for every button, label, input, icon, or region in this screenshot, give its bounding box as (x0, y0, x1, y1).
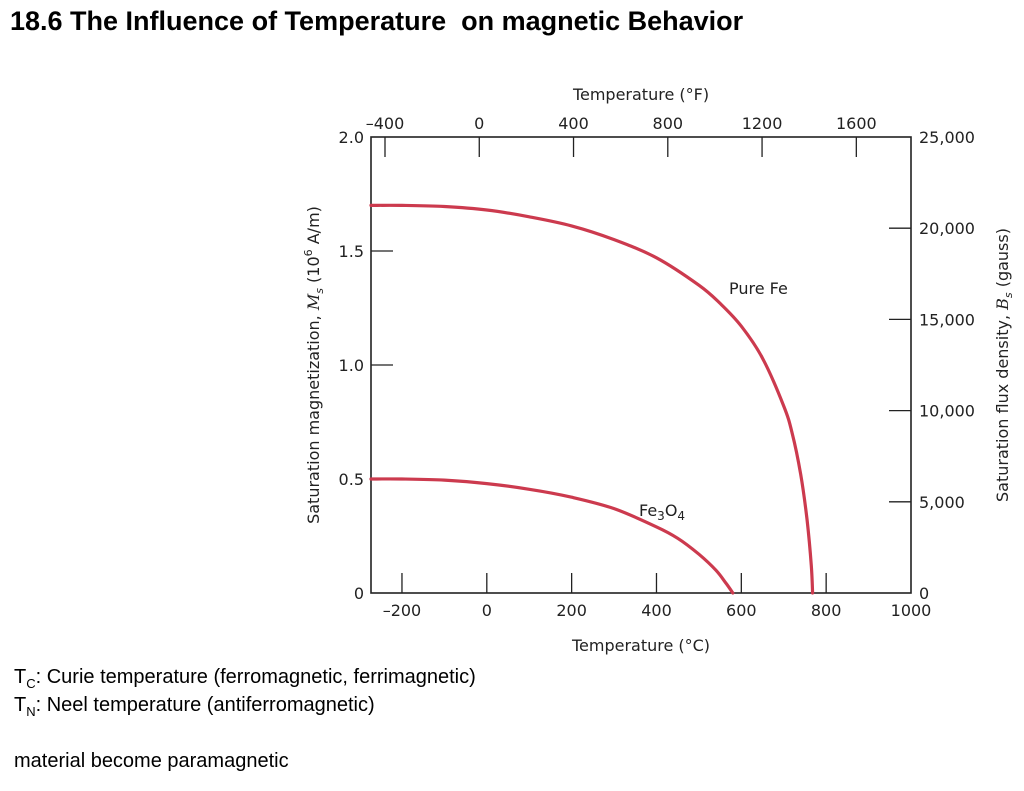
y-tick-label-left: 1.0 (339, 356, 364, 375)
y-axis-title-right: Saturation flux density, Bs (gauss) (993, 228, 1015, 502)
y-tick-label-left: 0 (354, 584, 364, 603)
x-tick-label-top: 1600 (836, 114, 877, 133)
x-tick-label-bottom: 1000 (891, 601, 932, 620)
series-label-fe3o4: Fe3O4 (639, 501, 685, 523)
y-tick-label-right: 25,000 (919, 128, 975, 147)
y-axis-title-left: Saturation magnetization, Ms (106 A/m) (302, 206, 326, 524)
y-tick-label-right: 5,000 (919, 493, 965, 512)
y-tick-label-left: 2.0 (339, 128, 364, 147)
series-label-pure-fe: Pure Fe (729, 279, 788, 298)
y-tick-label-left: 0.5 (339, 470, 364, 489)
x-tick-label-top: 0 (474, 114, 484, 133)
x-tick-label-bottom: 600 (726, 601, 757, 620)
x-tick-label-bottom: 400 (641, 601, 672, 620)
x-tick-label-top: –400 (366, 114, 405, 133)
paramagnetic-note: material become paramagnetic (14, 750, 289, 772)
x-axis-title-bottom: Temperature (°C) (571, 636, 710, 655)
neel-temperature-note: TN: Neel temperature (antiferromagnetic) (14, 694, 375, 719)
x-tick-label-bottom: –200 (383, 601, 422, 620)
x-axis-title-top: Temperature (°F) (572, 85, 709, 104)
slide-title: 18.6 The Influence of Temperature on mag… (10, 6, 744, 36)
x-tick-label-bottom: 200 (556, 601, 587, 620)
axis-ticks: –200 0 200 400 600 800 1000 –400 0 400 800 1200 1600… (339, 114, 975, 620)
x-tick-label-bottom: 800 (811, 601, 842, 620)
y-tick-label-right: 15,000 (919, 310, 975, 329)
x-tick-label-bottom: 0 (482, 601, 492, 620)
y-tick-label-right: 10,000 (919, 402, 975, 421)
y-tick-label-right: 20,000 (919, 219, 975, 238)
y-tick-label-right: 0 (919, 584, 929, 603)
curie-temperature-note: TC: Curie temperature (ferromagnetic, fe… (14, 666, 476, 691)
x-tick-label-top: 1200 (742, 114, 783, 133)
y-tick-label-left: 1.5 (339, 242, 364, 261)
series-line-pure-fe (369, 203, 815, 595)
x-tick-label-top: 400 (558, 114, 589, 133)
x-tick-label-top: 800 (653, 114, 684, 133)
series-line-fe3o4 (369, 477, 735, 595)
data-curves (369, 203, 815, 595)
